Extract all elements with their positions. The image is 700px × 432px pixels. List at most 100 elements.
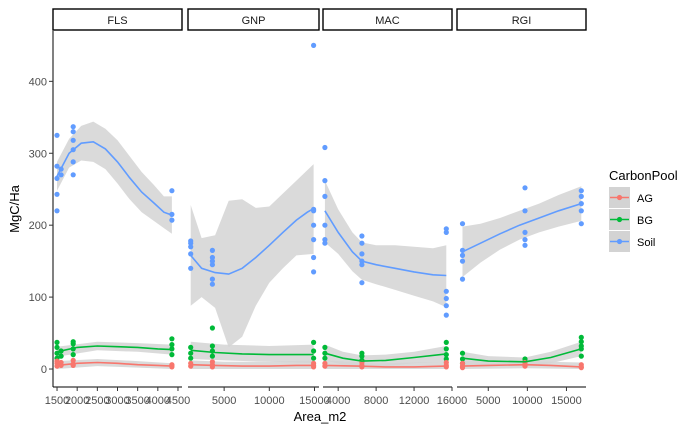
data-point-soil <box>459 258 466 264</box>
data-point-soil <box>522 237 528 243</box>
x-tick-label: 15000 <box>299 395 330 407</box>
data-point-soil <box>70 137 76 143</box>
data-point-bg <box>443 339 449 345</box>
data-point-soil <box>70 172 76 178</box>
legend-label-soil: Soil <box>637 237 655 249</box>
data-point-soil <box>322 193 328 199</box>
x-tick-label: 12000 <box>399 395 430 407</box>
data-point-soil <box>522 229 528 235</box>
data-point-bg <box>322 355 328 361</box>
data-point-ag <box>322 360 328 366</box>
data-point-soil <box>54 191 60 197</box>
smooth-line-soil <box>190 207 314 275</box>
data-point-soil <box>578 208 584 214</box>
data-point-soil <box>54 132 60 138</box>
data-point-soil <box>311 269 317 275</box>
x-tick-label: 1500 <box>45 395 69 407</box>
confidence-band-ag <box>190 360 314 369</box>
data-point-soil <box>209 247 215 253</box>
data-point-soil <box>578 221 584 227</box>
data-point-soil <box>70 129 76 135</box>
smooth-line-bg <box>190 349 314 356</box>
data-point-soil <box>311 237 317 243</box>
data-point-soil <box>443 303 449 309</box>
data-point-soil <box>188 238 194 244</box>
facet-strip <box>456 8 587 31</box>
x-axis-title: Area_m2 <box>294 409 347 424</box>
legend-key-point <box>616 194 623 201</box>
data-point-ag <box>54 358 60 364</box>
data-point-soil <box>188 251 194 257</box>
data-point-bg <box>459 350 466 356</box>
data-point-bg <box>58 353 64 359</box>
data-point-soil <box>522 185 528 191</box>
legend-key-point <box>616 238 623 245</box>
data-point-bg <box>54 339 60 345</box>
x-tick-label: 8000 <box>364 395 388 407</box>
data-point-bg <box>443 346 449 352</box>
data-point-bg <box>578 339 584 345</box>
data-point-bg <box>322 344 328 350</box>
x-tick-label: 10000 <box>512 395 543 407</box>
data-point-soil <box>311 254 317 261</box>
y-tick-label: 400 <box>29 76 47 88</box>
data-point-bg <box>311 355 317 361</box>
confidence-band-soil <box>462 186 582 277</box>
data-point-soil <box>359 233 365 239</box>
data-point-bg <box>311 339 317 345</box>
smooth-line-soil <box>324 210 447 277</box>
data-point-soil <box>578 188 584 194</box>
confidence-band-bg <box>462 341 582 367</box>
data-point-soil <box>169 217 175 223</box>
x-tick-label: 4000 <box>146 395 170 407</box>
facet-strip-label: FLS <box>107 15 127 27</box>
confidence-band-bg <box>190 341 314 364</box>
smooth-line-ag <box>462 363 582 368</box>
y-tick-label: 200 <box>29 220 47 232</box>
smooth-line-bg <box>462 348 582 363</box>
smooth-line-bg <box>56 345 172 353</box>
data-point-bg <box>209 353 215 359</box>
x-tick-label: 10000 <box>254 395 285 407</box>
data-point-bg <box>188 350 194 356</box>
data-point-soil <box>311 222 317 228</box>
facet-panel-rgi: RGI 5000 10000 15000 <box>456 8 587 407</box>
confidence-band-ag <box>57 359 172 369</box>
facet-strip <box>52 8 183 31</box>
data-point-soil <box>54 163 60 169</box>
data-point-bg <box>578 334 584 340</box>
data-point-soil <box>322 178 328 184</box>
y-axis-title: MgC/Ha <box>7 184 22 232</box>
data-point-bg <box>188 344 194 350</box>
data-point-bg <box>311 348 317 354</box>
data-point-bg <box>169 336 175 342</box>
data-point-ag <box>443 359 449 366</box>
data-point-soil <box>322 222 328 228</box>
smooth-line-soil <box>56 140 173 216</box>
y-axis: 0 100 200 300 400 <box>29 31 54 387</box>
data-point-soil <box>459 221 466 227</box>
data-point-soil <box>70 159 76 165</box>
data-point-soil <box>54 208 60 214</box>
confidence-band-soil <box>57 121 172 234</box>
data-point-soil <box>443 226 449 232</box>
facet-panel-mac: MAC 4000 8000 12000 16000 <box>322 8 467 407</box>
facet-strip-label: GNP <box>242 15 266 27</box>
data-point-soil <box>209 276 215 282</box>
data-point-soil <box>578 201 584 207</box>
y-tick-label: 300 <box>29 148 47 160</box>
facet-panel-gnp: GNP 5000 10000 15000 <box>187 8 330 407</box>
data-point-soil <box>311 42 317 49</box>
data-point-soil <box>322 240 328 246</box>
data-point-bg <box>70 352 76 358</box>
data-point-soil <box>359 280 365 286</box>
data-point-soil <box>322 144 328 151</box>
legend: CarbonPool AG BG Soil <box>609 168 678 252</box>
x-tick-label: 3500 <box>125 395 149 407</box>
y-tick-label: 0 <box>41 364 47 376</box>
smooth-line-ag <box>56 361 172 367</box>
x-tick-label: 3000 <box>105 395 129 407</box>
x-tick-label: 15000 <box>551 395 582 407</box>
